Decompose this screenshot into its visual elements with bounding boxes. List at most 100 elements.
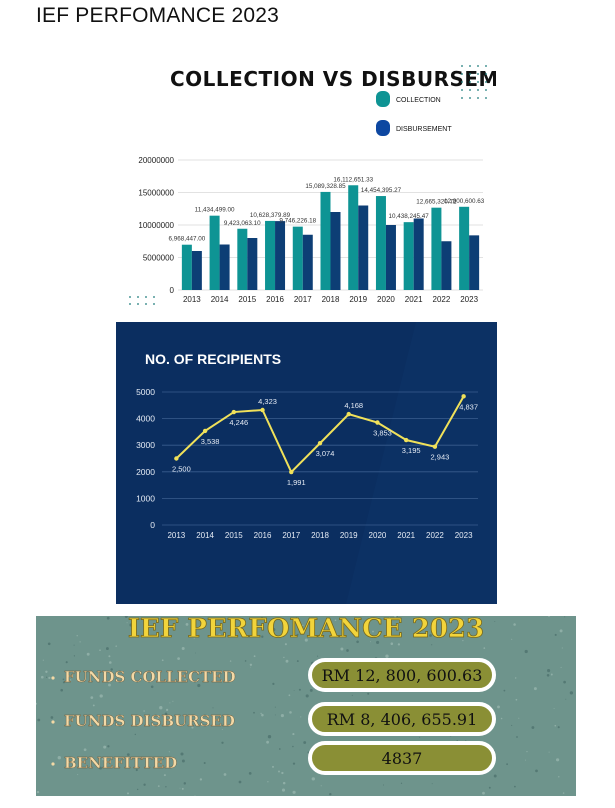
decorative-dot [145, 296, 147, 298]
texture-speck [292, 762, 296, 765]
texture-speck [565, 698, 567, 700]
texture-speck [135, 768, 138, 772]
x-tick-label: 2015 [225, 531, 243, 540]
texture-speck [150, 685, 154, 689]
texture-speck [193, 637, 195, 639]
x-tick-label: 2018 [322, 295, 340, 304]
data-point-2014 [202, 428, 208, 434]
texture-speck [548, 616, 550, 618]
texture-speck [304, 638, 308, 642]
texture-speck [214, 620, 215, 622]
texture-speck [283, 656, 285, 659]
texture-speck [159, 706, 163, 710]
texture-speck [127, 792, 129, 795]
data-label-collection: 10,628,379.89 [250, 212, 291, 219]
bar-disbursement-2015 [247, 238, 258, 290]
y-tick-label: 0 [150, 520, 155, 530]
texture-speck [90, 696, 94, 699]
texture-speck [506, 763, 508, 766]
data-labels: 6,968,447.0011,434,499.009,423,063.1010,… [168, 176, 484, 242]
data-label-collection: 6,968,447.00 [168, 236, 205, 243]
texture-speck [462, 639, 464, 642]
texture-speck [494, 621, 496, 623]
data-label-collection: 9,746,226.18 [279, 218, 316, 225]
texture-speck [320, 785, 322, 787]
legend-swatch-disbursement [376, 120, 390, 136]
texture-speck [272, 627, 276, 632]
texture-speck [240, 631, 243, 634]
line-chart-svg: NO. OF RECIPIENTS 010002000300040005000 … [136, 322, 497, 604]
texture-speck [292, 790, 296, 794]
data-point-2017 [289, 469, 294, 475]
data-label: 2,500 [172, 465, 191, 474]
row-value-benefitted: 4837 [382, 749, 423, 768]
texture-speck [77, 774, 79, 776]
texture-speck [157, 785, 160, 787]
collection-vs-disbursement-chart: COLLECTION VS DISBURSEMENT COLLECTION DI… [118, 52, 544, 314]
bar-chart-svg: COLLECTION VS DISBURSEMENT COLLECTION DI… [129, 65, 544, 305]
texture-speck [92, 704, 95, 707]
texture-speck [46, 676, 48, 678]
texture-speck [385, 654, 389, 658]
x-tick-label: 2023 [455, 531, 473, 540]
texture-speck [105, 647, 109, 651]
data-label: 3,538 [201, 437, 220, 446]
bar-disbursement-2023 [469, 235, 480, 290]
data-point-2013 [174, 456, 179, 461]
decorative-dot [469, 81, 471, 83]
texture-speck [488, 786, 491, 789]
texture-speck [180, 752, 184, 756]
bar-collection-2016 [265, 220, 276, 290]
decorative-dot [477, 73, 479, 75]
texture-speck [302, 624, 304, 627]
texture-speck [169, 702, 171, 704]
texture-speck [431, 644, 433, 646]
y-tick-label: 5000 [136, 387, 155, 397]
texture-speck [272, 765, 274, 768]
texture-speck [303, 741, 307, 744]
texture-speck [42, 659, 44, 661]
row-value-funds-disbursed: RM 8, 406, 655.91 [327, 710, 478, 729]
texture-speck [389, 628, 393, 631]
texture-speck [497, 705, 500, 709]
y-tick-label: 10000000 [138, 221, 174, 230]
bar-collection-2021 [403, 222, 414, 290]
y-tick-label: 2000 [136, 467, 155, 477]
texture-speck [96, 674, 98, 676]
texture-speck [253, 711, 255, 714]
decorative-dot [129, 303, 131, 305]
decorative-dot [461, 81, 463, 83]
texture-speck [103, 745, 107, 749]
data-labels: 2,500 3,538 4,246 4,323 1,991 3,074 4,168 3,853… [172, 397, 478, 487]
bullet-icon [51, 720, 55, 724]
texture-speck [99, 766, 102, 770]
texture-speck [546, 673, 550, 677]
value-pill-funds-collected [308, 658, 496, 692]
texture-speck [260, 712, 262, 715]
texture-speck [73, 655, 75, 657]
data-point-2015 [231, 409, 237, 415]
bullet-icon [51, 762, 55, 766]
bar-disbursement-2019 [358, 205, 369, 290]
texture-speck [86, 652, 90, 656]
decorative-dot [469, 73, 471, 75]
texture-speck [119, 723, 121, 725]
texture-speck [289, 711, 292, 714]
texture-speck [554, 724, 557, 727]
texture-speck [309, 688, 313, 692]
texture-speck [548, 751, 550, 753]
bar-disbursement-2022 [441, 241, 452, 290]
texture-speck [511, 638, 513, 640]
texture-speck [161, 659, 164, 662]
decorative-dot [461, 97, 463, 99]
texture-speck [516, 736, 518, 738]
decorative-dot [469, 89, 471, 91]
texture-speck [329, 792, 332, 796]
decorative-dot [145, 303, 147, 305]
decorative-dots-bottom [129, 296, 155, 305]
y-gridlines [162, 391, 478, 526]
texture-speck [564, 616, 566, 618]
texture-speck [394, 616, 397, 618]
data-point-2018 [317, 441, 323, 446]
bar-collection-2023 [459, 206, 470, 290]
